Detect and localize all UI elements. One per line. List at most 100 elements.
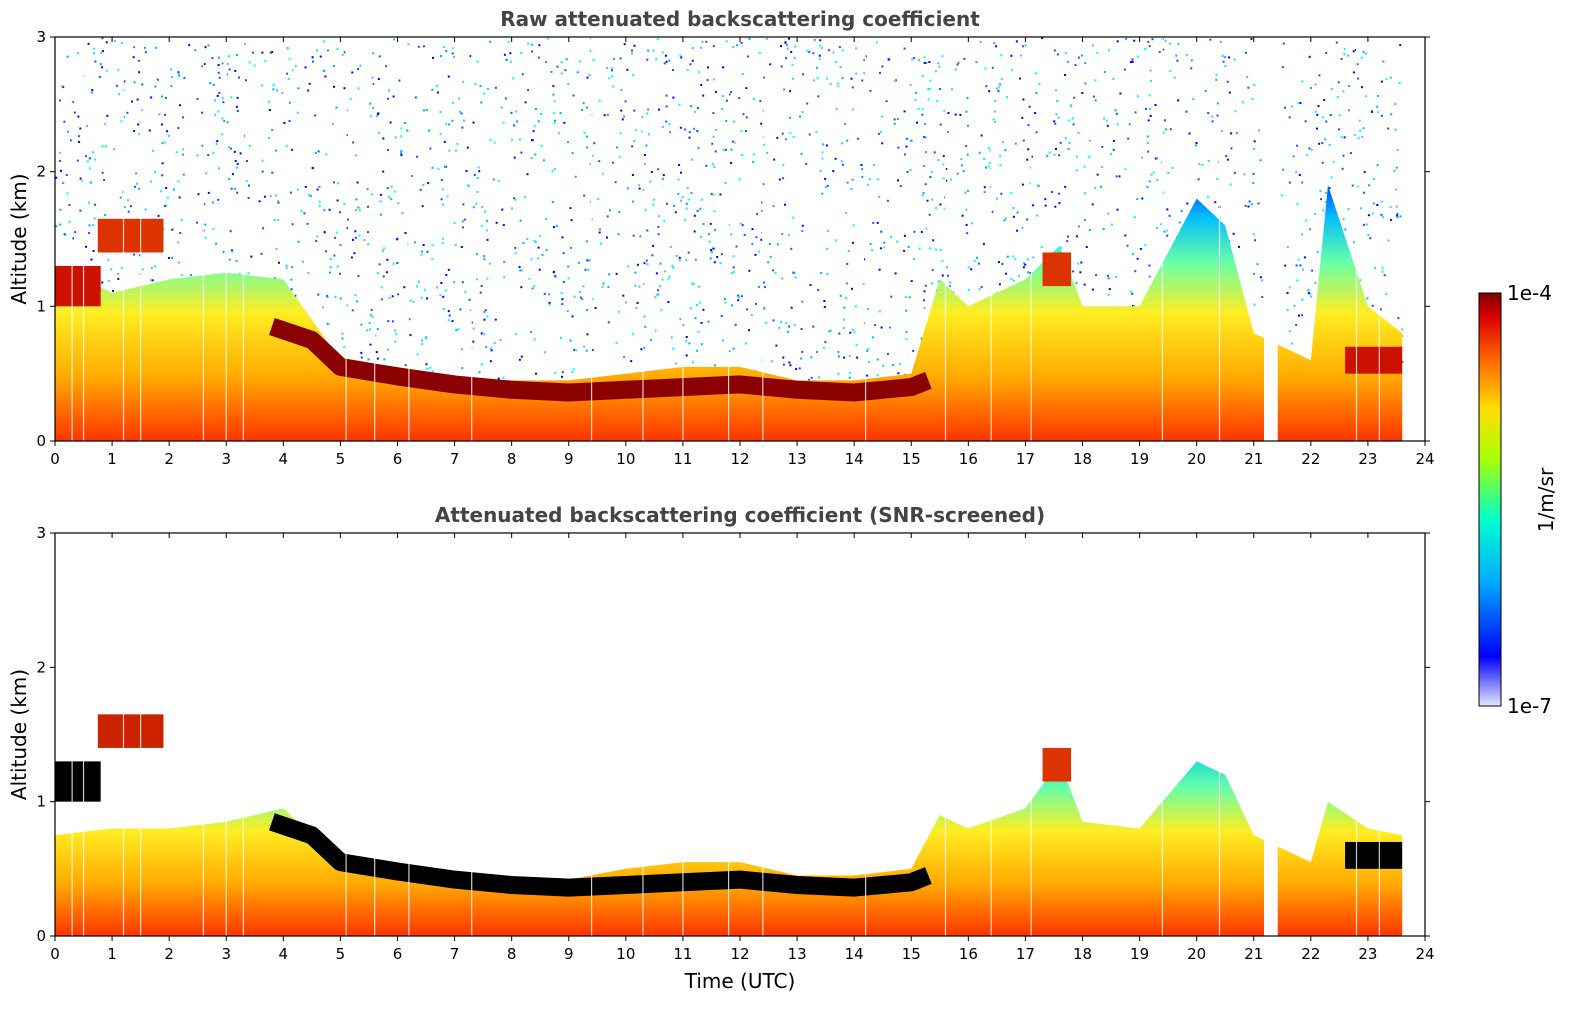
noise-speck <box>999 155 1002 158</box>
x-tick-label: 17 <box>1016 945 1035 963</box>
noise-speck <box>631 174 634 176</box>
noise-speck <box>784 203 786 206</box>
noise-speck <box>751 228 754 231</box>
noise-speck <box>441 242 444 245</box>
noise-speck <box>1201 163 1204 166</box>
noise-speck <box>910 139 913 142</box>
noise-speck <box>204 46 207 49</box>
noise-speck <box>1220 129 1223 132</box>
noise-speck <box>787 234 790 237</box>
noise-speck <box>571 370 574 373</box>
noise-speck <box>1072 123 1075 126</box>
noise-speck <box>1301 298 1304 301</box>
noise-speck <box>1044 198 1047 201</box>
noise-speck <box>772 319 775 322</box>
noise-speck <box>1254 239 1256 242</box>
noise-speck <box>1032 256 1035 259</box>
noise-speck <box>1146 185 1149 188</box>
noise-speck <box>1088 155 1091 158</box>
noise-speck <box>507 40 510 43</box>
noise-speck <box>101 145 104 148</box>
noise-speck <box>679 318 682 320</box>
noise-speck <box>475 253 478 256</box>
noise-speck <box>1308 147 1311 150</box>
noise-speck <box>1246 75 1249 78</box>
noise-speck <box>657 215 660 218</box>
noise-speck <box>622 294 625 297</box>
noise-speck <box>177 180 180 183</box>
noise-speck <box>941 55 944 58</box>
noise-speck <box>1290 105 1293 108</box>
x-tick-label: 11 <box>673 945 692 963</box>
noise-speck <box>999 164 1002 167</box>
noise-speck <box>917 107 920 110</box>
noise-speck <box>68 220 71 223</box>
noise-speck <box>1139 247 1142 250</box>
noise-speck <box>514 198 517 201</box>
noise-speck <box>713 247 716 250</box>
noise-speck <box>1288 286 1291 289</box>
noise-speck <box>872 221 875 224</box>
noise-speck <box>904 296 907 298</box>
noise-speck <box>476 60 479 63</box>
noise-speck <box>815 66 818 69</box>
noise-speck <box>1068 141 1071 144</box>
noise-speck <box>457 328 460 331</box>
noise-speck <box>983 191 986 194</box>
noise-speck <box>899 185 902 188</box>
noise-speck <box>382 137 385 140</box>
noise-speck <box>848 376 851 379</box>
noise-speck <box>1067 119 1070 122</box>
noise-speck <box>409 334 412 337</box>
noise-speck <box>294 294 297 297</box>
noise-speck <box>165 204 168 207</box>
x-tick-label: 11 <box>673 450 692 468</box>
noise-speck <box>123 80 126 83</box>
noise-speck <box>941 259 944 262</box>
noise-speck <box>426 367 429 370</box>
noise-speck <box>338 211 341 214</box>
y-tick-label: 3 <box>36 28 46 46</box>
noise-speck <box>268 137 271 139</box>
noise-speck <box>959 113 962 116</box>
noise-speck <box>1148 108 1151 110</box>
noise-speck <box>319 55 322 58</box>
noise-speck <box>980 134 983 137</box>
noise-speck <box>1125 37 1127 40</box>
chart-title: Raw attenuated backscattering coefficien… <box>500 7 980 31</box>
noise-speck <box>657 233 660 236</box>
noise-speck <box>586 106 588 109</box>
noise-speck <box>881 65 884 68</box>
noise-speck <box>515 333 518 336</box>
noise-speck <box>377 112 380 115</box>
noise-speck <box>694 110 697 113</box>
noise-speck <box>271 171 274 174</box>
noise-speck <box>1253 303 1256 306</box>
noise-speck <box>1012 279 1015 282</box>
noise-speck <box>579 291 581 294</box>
x-tick-label: 3 <box>221 945 231 963</box>
noise-speck <box>692 361 694 364</box>
noise-speck <box>938 65 941 68</box>
data-gap-wide <box>1264 533 1278 936</box>
noise-speck <box>778 178 781 181</box>
noise-speck <box>665 94 668 97</box>
noise-speck <box>646 58 649 61</box>
noise-speck <box>85 155 87 158</box>
noise-speck <box>350 256 353 259</box>
noise-speck <box>1064 74 1066 76</box>
noise-speck <box>278 261 280 264</box>
noise-speck <box>228 55 231 58</box>
noise-speck <box>978 151 981 154</box>
noise-speck <box>291 69 294 72</box>
noise-speck <box>691 59 694 62</box>
noise-speck <box>945 168 948 170</box>
noise-speck <box>911 58 914 61</box>
noise-speck <box>789 116 792 119</box>
noise-speck <box>794 45 797 48</box>
noise-speck <box>285 266 288 269</box>
noise-speck <box>934 70 937 73</box>
noise-speck <box>654 296 657 299</box>
panel-2: Attenuated backscattering coefficient (S… <box>7 503 1435 993</box>
noise-speck <box>382 170 385 173</box>
